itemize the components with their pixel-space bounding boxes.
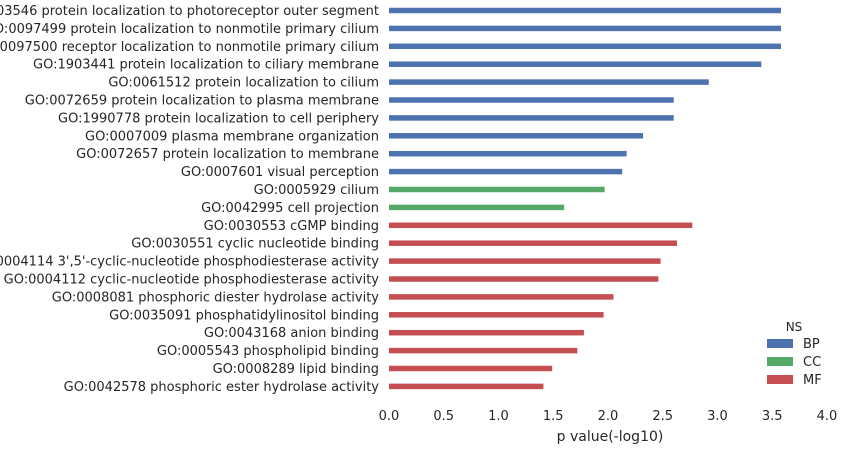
x-tick-label: 4.0 (817, 409, 838, 424)
category-label-go-0004114: GO:0004114 3',5'-cyclic-nucleotide phosp… (0, 255, 379, 270)
bar-mf-go-0035091 (389, 312, 604, 318)
category-label-go-0008081: GO:0008081 phosphoric diester hydrolase … (52, 290, 379, 305)
legend-swatch-bp (767, 339, 793, 348)
legend-label-cc: CC (803, 355, 821, 370)
bar-cc-go-0005929 (389, 186, 605, 193)
category-label-go-0030551: GO:0030551 cyclic nucleotide binding (131, 237, 379, 252)
bar-mf-go-0004114 (389, 258, 661, 264)
legend: NS BP CC MF (767, 320, 822, 388)
bar-mf-go-0043168 (389, 329, 584, 336)
bar-mf-go-0008081 (389, 294, 614, 300)
category-label-go-0042995: GO:0042995 cell projection (201, 201, 379, 216)
x-tick-label: 1.0 (488, 409, 509, 424)
bars (389, 7, 782, 390)
x-tick-label: 1.5 (543, 409, 564, 424)
x-tick-label: 2.0 (598, 409, 619, 424)
category-label-go-0005929: GO:0005929 cilium (254, 183, 379, 198)
bar-cc-go-0042995 (389, 204, 565, 211)
bar-mf-go-0042578 (389, 383, 544, 390)
x-tick-label: 3.0 (707, 409, 728, 424)
bar-bp-go-0007009 (389, 133, 644, 139)
x-axis-title: p value(-log10) (557, 429, 664, 445)
category-label-go-0042578: GO:0042578 phosphoric ester hydrolase ac… (64, 380, 380, 395)
category-label-go-0004112: GO:0004112 cyclic-nucleotide phosphodies… (4, 273, 380, 288)
bar-bp-go-0097499 (389, 25, 782, 32)
category-label-go-0061512: GO:0061512 protein localization to ciliu… (108, 76, 379, 91)
bar-bp-go-0061512 (389, 79, 709, 85)
bar-bp-go-0072659 (389, 97, 674, 103)
category-label-go-1903441: GO:1903441 protein localization to cilia… (33, 58, 379, 73)
category-label-go-1990778: GO:1990778 protein localization to cell … (58, 111, 379, 126)
bar-bp-go-0007601 (389, 168, 623, 175)
legend-label-bp: BP (803, 337, 820, 352)
bar-mf-go-0008289 (389, 365, 553, 372)
legend-swatch-cc (767, 357, 793, 366)
x-tick-label: 0.5 (433, 409, 454, 424)
x-axis-ticks: 0.0 0.5 1.0 1.5 2.0 2.5 3.0 3.5 4.0 (379, 409, 838, 424)
bar-bp-go-0097500 (389, 43, 782, 50)
category-label-go-0072657: GO:0072657 protein localization to membr… (76, 147, 379, 162)
category-label-go-0097499: GO:0097499 protein localization to nonmo… (0, 22, 379, 37)
legend-entries: BP CC MF (767, 337, 822, 388)
category-label-go-0007009: GO:0007009 plasma membrane organization (85, 129, 379, 144)
category-label-go-0005543: GO:0005543 phospholipid binding (157, 344, 379, 359)
category-label-go-0097500: GO:0097500 receptor localization to nonm… (0, 40, 379, 55)
bar-mf-go-0004112 (389, 276, 659, 282)
legend-swatch-mf (767, 375, 793, 384)
category-labels: GO:1903546 protein localization to photo… (0, 4, 379, 395)
bar-bp-go-1903441 (389, 61, 762, 67)
bar-bp-go-1903546 (389, 7, 782, 14)
category-label-go-1903546: GO:1903546 protein localization to photo… (0, 4, 379, 19)
category-label-go-0072659: GO:0072659 protein localization to plasm… (25, 94, 379, 109)
x-tick-label: 3.5 (762, 409, 783, 424)
category-label-go-0035091: GO:0035091 phosphatidylinositol binding (109, 308, 379, 323)
bar-mf-go-0030551 (389, 240, 677, 246)
x-tick-label: 2.5 (652, 409, 673, 424)
category-label-go-0043168: GO:0043168 anion binding (204, 326, 379, 341)
x-tick-label: 0.0 (379, 409, 400, 424)
category-label-go-0007601: GO:0007601 visual perception (181, 165, 379, 180)
bar-bp-go-1990778 (389, 115, 674, 121)
bar-bp-go-0072657 (389, 150, 627, 157)
bar-mf-go-0030553 (389, 222, 693, 229)
bar-mf-go-0005543 (389, 347, 578, 354)
category-label-go-0030553: GO:0030553 cGMP binding (204, 219, 379, 234)
legend-label-mf: MF (803, 373, 822, 388)
category-label-go-0008289: GO:0008289 lipid binding (213, 362, 379, 377)
legend-title: NS (786, 320, 803, 334)
